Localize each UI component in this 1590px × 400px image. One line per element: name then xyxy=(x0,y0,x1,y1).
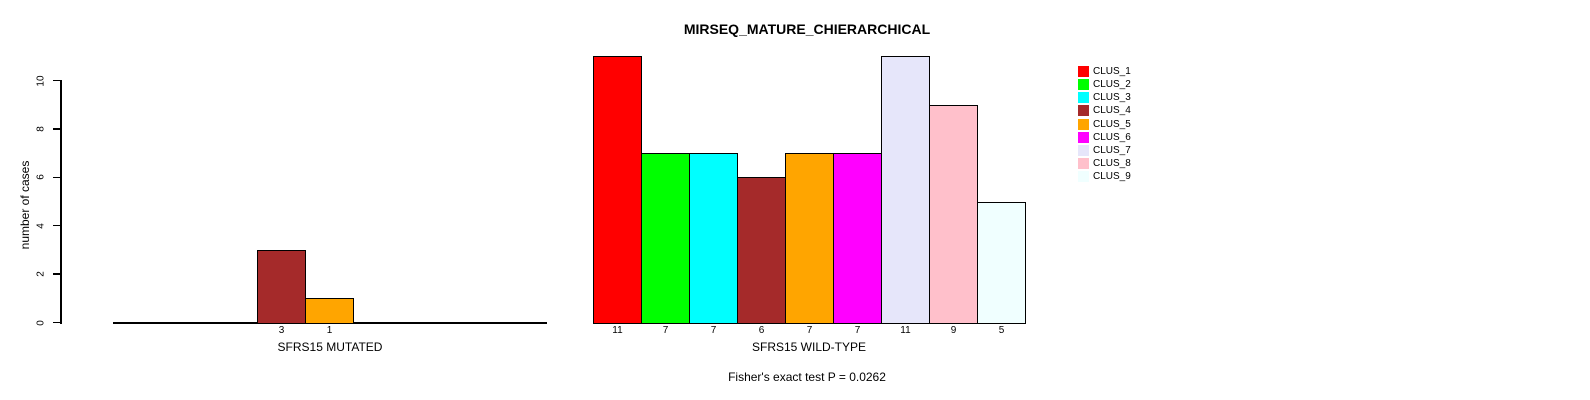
legend-item: CLUS_1 xyxy=(1078,65,1131,78)
legend-swatch xyxy=(1078,144,1089,156)
y-tick-mark xyxy=(53,79,61,82)
legend-label: CLUS_6 xyxy=(1093,131,1131,143)
legend-item: CLUS_4 xyxy=(1078,104,1131,117)
y-tick-label: 6 xyxy=(35,174,47,181)
bar xyxy=(305,298,354,324)
legend-swatch xyxy=(1078,79,1089,91)
bar xyxy=(641,153,690,324)
group-label-mutated: SFRS15 MUTATED xyxy=(277,340,383,354)
bar-value-label: 6 xyxy=(758,325,765,336)
legend-label: CLUS_5 xyxy=(1093,118,1131,130)
bar-value-label: 11 xyxy=(900,325,911,336)
legend-swatch xyxy=(1078,92,1089,104)
bar xyxy=(785,153,834,324)
y-axis-line xyxy=(60,80,62,324)
legend-label: CLUS_1 xyxy=(1093,66,1131,77)
y-tick-label: 4 xyxy=(35,222,47,229)
bar-value-label: 1 xyxy=(326,325,333,336)
legend-label: CLUS_7 xyxy=(1093,144,1131,156)
chart-title: MIRSEQ_MATURE_CHIERARCHICAL xyxy=(683,21,931,37)
bar xyxy=(593,56,642,324)
bar-value-label: 7 xyxy=(662,325,669,336)
y-tick-label: 0 xyxy=(35,319,47,326)
fisher-annotation: Fisher's exact test P = 0.0262 xyxy=(728,370,886,384)
y-tick-mark xyxy=(53,176,61,179)
bar xyxy=(977,201,1026,324)
bar-value-label: 3 xyxy=(278,325,285,336)
legend-label: CLUS_9 xyxy=(1093,171,1131,183)
y-tick-label: 10 xyxy=(35,74,47,87)
bar xyxy=(929,104,978,324)
y-tick-label: 8 xyxy=(35,126,47,132)
legend-label: CLUS_2 xyxy=(1093,79,1131,91)
legend-label: CLUS_3 xyxy=(1093,92,1131,104)
legend-label: CLUS_8 xyxy=(1093,158,1131,170)
legend-item: CLUS_2 xyxy=(1078,78,1131,91)
bar-value-label: 5 xyxy=(998,325,1005,336)
bar-value-label: 7 xyxy=(806,325,813,336)
y-tick-label: 2 xyxy=(35,271,47,277)
bar xyxy=(833,153,882,324)
legend-swatch xyxy=(1078,118,1089,130)
y-tick-mark xyxy=(53,321,61,324)
legend-item: CLUS_8 xyxy=(1078,157,1131,170)
bar xyxy=(737,177,786,324)
bar-value-label: 7 xyxy=(710,325,717,336)
bar xyxy=(881,56,930,324)
bar-value-label: 11 xyxy=(612,325,623,336)
legend-item: CLUS_7 xyxy=(1078,144,1131,157)
legend-swatch xyxy=(1078,66,1089,77)
legend-swatch xyxy=(1078,105,1089,117)
y-tick-mark xyxy=(53,273,61,275)
legend-item: CLUS_9 xyxy=(1078,170,1131,183)
legend-item: CLUS_5 xyxy=(1078,118,1131,131)
y-tick-mark xyxy=(53,224,61,227)
legend-item: CLUS_6 xyxy=(1078,131,1131,144)
group-label-wild-type: SFRS15 WILD-TYPE xyxy=(751,340,867,354)
y-axis-label: number of cases xyxy=(18,160,32,250)
bar xyxy=(689,153,738,324)
bar xyxy=(257,249,306,324)
bar-value-label: 9 xyxy=(950,325,957,336)
legend-swatch xyxy=(1078,131,1089,143)
y-tick-mark xyxy=(53,128,61,130)
legend-label: CLUS_4 xyxy=(1093,105,1131,117)
legend-swatch xyxy=(1078,158,1089,170)
legend-swatch xyxy=(1078,171,1089,183)
legend-item: CLUS_3 xyxy=(1078,91,1131,104)
bar-value-label: 7 xyxy=(854,325,861,336)
